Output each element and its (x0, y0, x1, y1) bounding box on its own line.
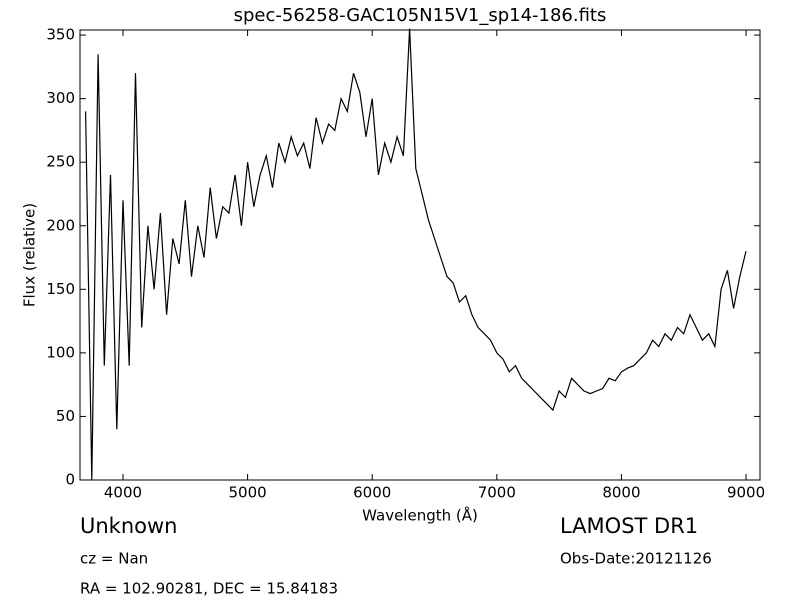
y-tick-label: 100 (46, 343, 75, 361)
survey: LAMOST DR1 (560, 514, 698, 538)
obs-date: Obs-Date:20121126 (560, 550, 712, 568)
y-tick-label: 300 (46, 89, 75, 107)
redshift: cz = Nan (80, 550, 148, 568)
y-tick-label: 50 (56, 407, 75, 425)
chart-title: spec-56258-GAC105N15V1_sp14-186.fits (234, 5, 607, 26)
y-tick-label: 200 (46, 216, 75, 234)
coordinates: RA = 102.90281, DEC = 15.84183 (80, 580, 338, 598)
x-tick-label: 6000 (353, 484, 391, 502)
plot-frame (79, 29, 761, 481)
x-tick-label: 5000 (229, 484, 267, 502)
x-tick-label: 7000 (478, 484, 516, 502)
x-axis-label: Wavelength (Å) (362, 506, 478, 525)
y-tick-label: 350 (46, 26, 75, 44)
object-class: Unknown (80, 514, 177, 538)
y-tick-label: 250 (46, 153, 75, 171)
x-tick-label: 8000 (602, 484, 640, 502)
y-axis-label: Flux (relative) (21, 203, 39, 307)
x-tick-label: 9000 (727, 484, 765, 502)
x-tick-label: 4000 (104, 484, 142, 502)
y-tick-label: 0 (65, 471, 75, 489)
spectrum-line (85, 28, 747, 481)
y-tick-label: 150 (46, 280, 75, 298)
